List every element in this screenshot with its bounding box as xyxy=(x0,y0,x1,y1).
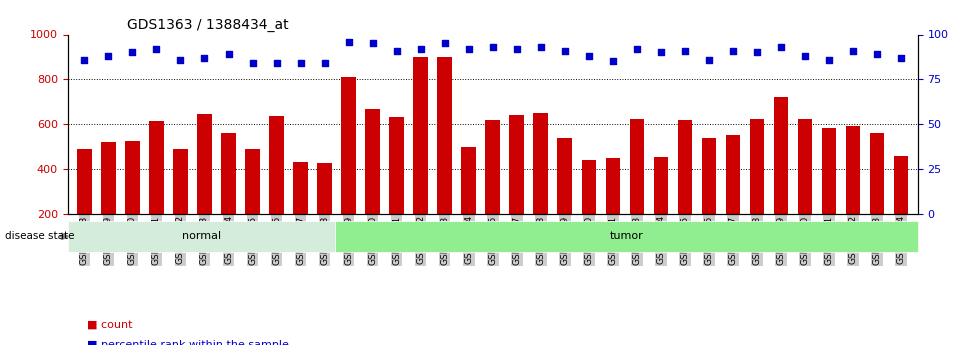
Point xyxy=(509,46,525,52)
Bar xyxy=(774,97,788,259)
Bar xyxy=(126,141,140,259)
Point xyxy=(653,50,668,55)
Point xyxy=(725,48,741,53)
Point xyxy=(869,51,885,57)
Point xyxy=(341,39,356,45)
Point xyxy=(797,53,812,59)
Bar xyxy=(77,149,92,259)
Point xyxy=(677,48,693,53)
Point xyxy=(173,57,188,62)
Point xyxy=(845,48,861,53)
Bar xyxy=(677,120,692,259)
Bar xyxy=(341,77,355,259)
Bar xyxy=(318,164,331,259)
Bar xyxy=(845,126,860,259)
Point xyxy=(605,59,620,64)
Bar xyxy=(197,114,212,259)
FancyBboxPatch shape xyxy=(335,221,918,252)
Point xyxy=(76,57,92,62)
Point xyxy=(581,53,596,59)
Bar xyxy=(270,116,284,259)
Point xyxy=(894,55,909,61)
Bar xyxy=(389,117,404,259)
Bar xyxy=(486,120,499,259)
Point xyxy=(701,57,717,62)
Bar xyxy=(869,133,884,259)
Point xyxy=(749,50,764,55)
Text: ■ percentile rank within the sample: ■ percentile rank within the sample xyxy=(87,340,289,345)
Bar xyxy=(245,149,260,259)
Bar xyxy=(630,119,644,259)
Point xyxy=(437,41,452,46)
Bar xyxy=(750,119,764,259)
Text: GDS1363 / 1388434_at: GDS1363 / 1388434_at xyxy=(128,18,289,32)
Text: normal: normal xyxy=(182,231,221,241)
FancyBboxPatch shape xyxy=(68,221,335,252)
Point xyxy=(221,51,237,57)
Bar xyxy=(533,113,548,259)
Bar xyxy=(221,133,236,259)
Bar xyxy=(438,57,452,259)
Bar xyxy=(150,121,163,259)
Bar xyxy=(798,119,812,259)
Bar xyxy=(509,115,524,259)
Point xyxy=(485,44,500,50)
Bar xyxy=(725,135,740,259)
Point xyxy=(773,44,788,50)
Point xyxy=(557,48,573,53)
Bar xyxy=(894,156,908,259)
Bar xyxy=(582,160,596,259)
Point xyxy=(533,44,549,50)
Bar xyxy=(822,128,836,259)
Point xyxy=(293,60,308,66)
Text: tumor: tumor xyxy=(610,231,643,241)
Bar xyxy=(101,142,116,259)
Text: ■ count: ■ count xyxy=(87,319,132,329)
Bar xyxy=(173,149,187,259)
Point xyxy=(317,60,332,66)
Point xyxy=(629,46,644,52)
Bar xyxy=(413,57,428,259)
Point xyxy=(100,53,116,59)
Point xyxy=(149,46,164,52)
Bar xyxy=(701,138,716,259)
Point xyxy=(365,41,381,46)
Bar xyxy=(462,147,476,259)
Point xyxy=(389,48,405,53)
Point xyxy=(244,60,260,66)
Point xyxy=(821,57,837,62)
Bar xyxy=(654,157,668,259)
Point xyxy=(125,50,140,55)
Point xyxy=(197,55,213,61)
Bar xyxy=(606,158,620,259)
Point xyxy=(269,60,284,66)
Point xyxy=(412,46,428,52)
Bar xyxy=(294,162,308,259)
Bar xyxy=(557,138,572,259)
Bar xyxy=(365,108,380,259)
Point xyxy=(461,46,476,52)
Text: disease state: disease state xyxy=(5,231,74,241)
